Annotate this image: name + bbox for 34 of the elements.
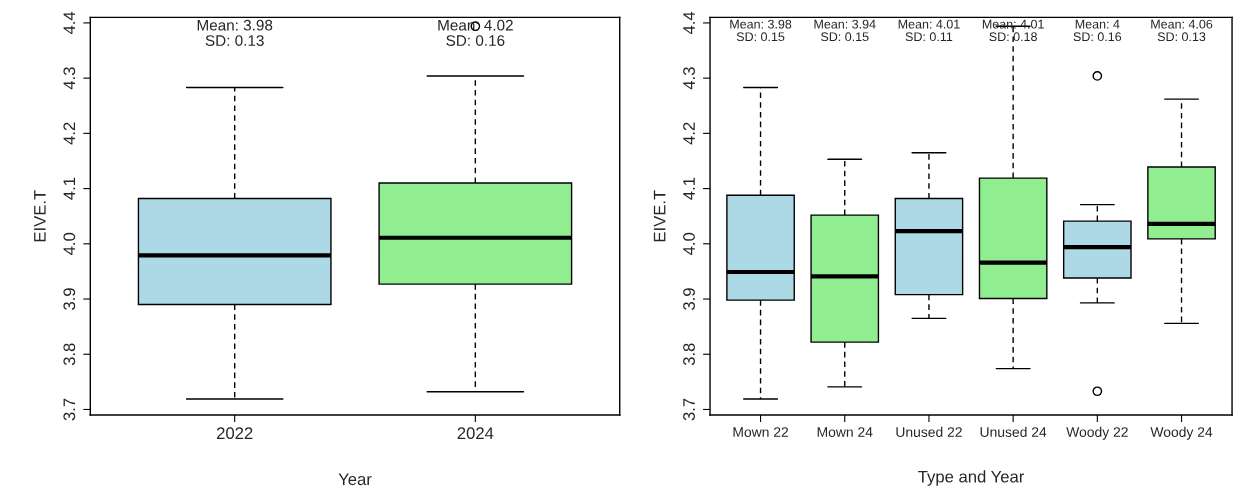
- annotation: Mean: 4.06 SD: 0.13: [1151, 19, 1213, 42]
- x-tick-label: Unused 24: [980, 426, 1047, 437]
- annotation: Mean: 3.94 SD: 0.15: [814, 19, 876, 42]
- annotation: Mean: 3.98 SD: 0.15: [730, 19, 792, 42]
- y-tick-label: 4.0: [683, 232, 695, 256]
- y-tick-label: 3.9: [683, 288, 695, 310]
- x-axis-title: Type and Year: [918, 470, 1025, 486]
- y-tick-label: 4.4: [683, 11, 695, 35]
- y-tick-label: 3.7: [683, 398, 695, 421]
- y-tick-label: 4.2: [63, 122, 76, 145]
- annotation: Mean: 3.98 SD: 0.13: [197, 19, 273, 46]
- y-tick-label: 3.7: [63, 398, 76, 421]
- y-tick-label: 4.3: [683, 67, 695, 90]
- x-axis-title: Year: [338, 473, 372, 486]
- y-tick-label: 4.0: [63, 232, 76, 256]
- y-tick-label: 4.1: [683, 177, 695, 200]
- x-tick-label: Woody 24: [1150, 426, 1213, 440]
- y-tick-label: 3.9: [63, 288, 76, 310]
- y-tick-label: 4.3: [63, 67, 76, 90]
- y-tick-label: 3.8: [63, 343, 76, 366]
- y-tick-label: 4.2: [683, 122, 695, 145]
- x-tick-label: 2024: [457, 427, 494, 440]
- annotation: Mean: 4.01 SD: 0.11: [898, 19, 960, 42]
- y-tick-label: 4.4: [63, 11, 76, 35]
- y-tick-label: 4.1: [63, 177, 76, 200]
- x-tick-label: Mown 22: [733, 427, 789, 437]
- y-axis-title: EIVE.T: [653, 190, 666, 242]
- x-tick-label: 2022: [216, 427, 253, 440]
- x-tick-label: Unused 22: [896, 426, 962, 437]
- x-tick-label: Mown 24: [817, 427, 873, 437]
- x-tick-label: Woody 22: [1066, 426, 1128, 440]
- y-tick-label: 3.8: [683, 343, 695, 366]
- annotation: Mean: 4 SD: 0.16: [1073, 19, 1122, 42]
- y-axis-title: EIVE.T: [34, 190, 46, 242]
